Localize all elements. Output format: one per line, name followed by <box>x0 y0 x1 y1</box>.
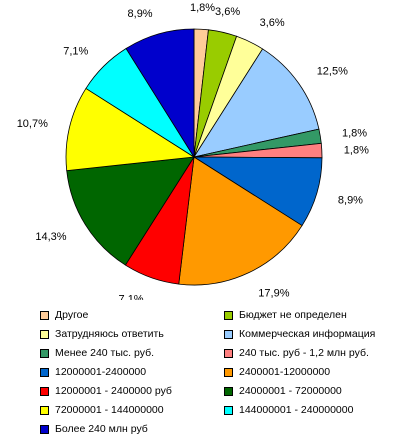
legend-item-8: 12000001 - 2400000 руб <box>40 383 224 399</box>
data-label-10: 10,7% <box>17 118 48 130</box>
legend-swatch <box>224 405 233 415</box>
legend-item-2: Затрудняюсь ответить <box>40 326 224 342</box>
legend-item-3: Коммерческая информация <box>224 326 410 342</box>
legend-swatch <box>224 386 233 396</box>
legend-label: Коммерческая информация <box>239 328 376 340</box>
legend-swatch <box>224 329 233 339</box>
legend-item-7: 2400001-12000000 <box>224 364 410 380</box>
pie-slice-12 <box>125 28 195 159</box>
legend-label: Другое <box>55 309 89 321</box>
legend-swatch <box>40 367 49 377</box>
legend-item-11: 144000001 - 240000000 <box>224 402 410 418</box>
legend-label: 24000001 - 72000000 <box>239 385 342 397</box>
pie-slice-9 <box>66 156 195 266</box>
pie-chart: 1,8% 3,6%3,6%12,5%1,8%1,8%8,9%17,9%7,1%14… <box>17 2 369 300</box>
pie-slice-7 <box>178 156 303 286</box>
data-label-7: 17,9% <box>258 288 289 300</box>
legend-swatch <box>40 348 49 358</box>
pie-slice-10 <box>65 87 196 172</box>
legend-label: 12000001-2400000 <box>55 366 147 378</box>
data-label-3: 12,5% <box>317 66 348 78</box>
legend: Другое Бюджет не определен Затрудняюсь отв… <box>40 307 410 437</box>
legend-label: Менее 240 тыс. руб. <box>55 347 154 359</box>
legend-swatch <box>224 348 233 358</box>
pie-slice-3 <box>193 48 320 158</box>
legend-label: Затрудняюсь ответить <box>55 328 164 340</box>
data-label-8: 7,1% <box>119 293 144 300</box>
legend-item-10: 72000001 - 144000000 <box>40 402 224 418</box>
data-label-9: 14,3% <box>35 231 66 243</box>
legend-swatch <box>40 405 49 415</box>
legend-swatch <box>40 424 49 434</box>
data-label-1: 3,6% <box>215 6 240 18</box>
legend-swatch <box>40 386 49 396</box>
legend-label: 2400001-12000000 <box>239 366 331 378</box>
legend-item-9: 24000001 - 72000000 <box>224 383 410 399</box>
legend-item-12: Более 240 млн руб <box>40 421 224 437</box>
legend-swatch <box>40 329 49 339</box>
legend-label: 72000001 - 144000000 <box>55 404 164 416</box>
legend-label: 144000001 - 240000000 <box>239 404 354 416</box>
legend-label: 240 тыс. руб - 1,2 млн руб. <box>239 347 369 359</box>
legend-item-0: Другое <box>40 307 224 323</box>
data-label-6: 8,9% <box>338 194 363 206</box>
legend-label: Более 240 млн руб <box>55 423 148 435</box>
legend-label: Бюджет не определен <box>239 309 347 321</box>
data-label-12: 8,9% <box>128 8 153 20</box>
data-label-2: 3,6% <box>260 17 285 29</box>
data-label-11: 7,1% <box>63 46 88 58</box>
data-label-4: 1,8% <box>342 128 367 140</box>
legend-item-6: 12000001-2400000 <box>40 364 224 380</box>
legend-item-4: Менее 240 тыс. руб. <box>40 345 224 361</box>
data-label-0: 1,8% <box>190 2 215 14</box>
legend-swatch <box>224 310 233 320</box>
legend-item-5: 240 тыс. руб - 1,2 млн руб. <box>224 345 410 361</box>
legend-swatch <box>40 310 49 320</box>
legend-label: 12000001 - 2400000 руб <box>55 385 172 397</box>
data-label-5: 1,8% <box>344 145 369 157</box>
legend-swatch <box>224 367 233 377</box>
legend-item-1: Бюджет не определен <box>224 307 410 323</box>
